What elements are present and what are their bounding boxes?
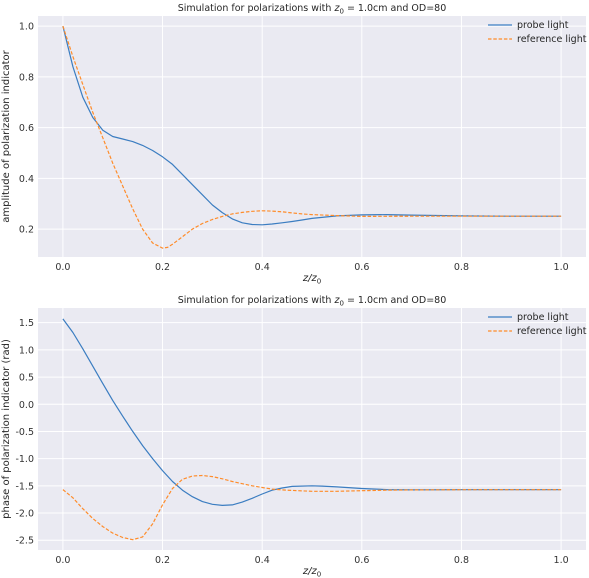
legend: probe light reference light: [488, 312, 587, 337]
y-tick-label: -2.0: [15, 509, 34, 520]
y-tick-label: 0.2: [19, 225, 34, 236]
x-axis-label: z/z0: [302, 566, 321, 578]
x-tick-label: 0.0: [55, 555, 70, 566]
y-axis-label: phase of polarization indicator (rad): [1, 339, 12, 519]
x-tick-label: 0.8: [454, 555, 469, 566]
chart-title: Simulation for polarizations with z0 = 1…: [178, 295, 447, 308]
x-tick-label: 0.4: [255, 262, 270, 273]
series-line-reference-light: [62, 25, 562, 249]
y-tick-label: -1.0: [15, 454, 34, 465]
x-axis-label: z/z0: [302, 273, 321, 286]
y-tick-label: -1.5: [15, 481, 34, 492]
legend-label: reference light: [517, 326, 587, 337]
x-tick-label: 0.0: [55, 262, 70, 273]
chart-title: Simulation for polarizations with z0 = 1…: [178, 3, 447, 16]
y-tick-label: 0.5: [19, 373, 34, 384]
x-tick-label: 0.6: [354, 555, 369, 566]
chart-panel-2: 0.0 0.2 0.4 0.6 0.8 1.0 1.5 1.0 0.5 0.0 -0.5 -1.0 -1…: [1, 295, 587, 578]
plot-area: [38, 308, 586, 550]
x-tick-label: 0.2: [155, 555, 170, 566]
y-axis-label: amplitude of polarization indicator: [1, 49, 12, 222]
chart-panel-1: 0.0 0.2 0.4 0.6 0.8 1.0 0.2 0.4 0.6 0.8 1.0 Simulat…: [1, 3, 587, 286]
legend-label: reference light: [517, 34, 587, 45]
x-tick-label: 0.4: [255, 555, 270, 566]
y-tick-label: 0.6: [19, 123, 34, 134]
x-tick-label: 1.0: [554, 262, 569, 273]
y-tick-label: -2.5: [15, 536, 34, 547]
y-tick-label: 1.0: [19, 345, 34, 356]
plot-area: [38, 16, 586, 257]
legend-label: probe light: [517, 312, 569, 323]
y-tick-label: 0.8: [19, 72, 34, 83]
x-tick-label: 0.6: [354, 262, 369, 273]
legend: probe light reference light: [488, 20, 587, 45]
y-tick-label: 1.5: [19, 318, 34, 329]
series-line-probe-light: [62, 25, 562, 226]
legend-label: probe light: [517, 20, 569, 31]
y-tick-label: 0.4: [19, 174, 34, 185]
x-tick-label: 0.2: [155, 262, 170, 273]
series-line-probe-light: [62, 318, 562, 506]
y-tick-label: -0.5: [15, 427, 34, 438]
x-tick-label: 0.8: [454, 262, 469, 273]
series-line-reference-light: [62, 474, 562, 541]
y-tick-label: 0.0: [19, 400, 34, 411]
x-tick-label: 1.0: [554, 555, 569, 566]
y-tick-label: 1.0: [19, 22, 34, 33]
